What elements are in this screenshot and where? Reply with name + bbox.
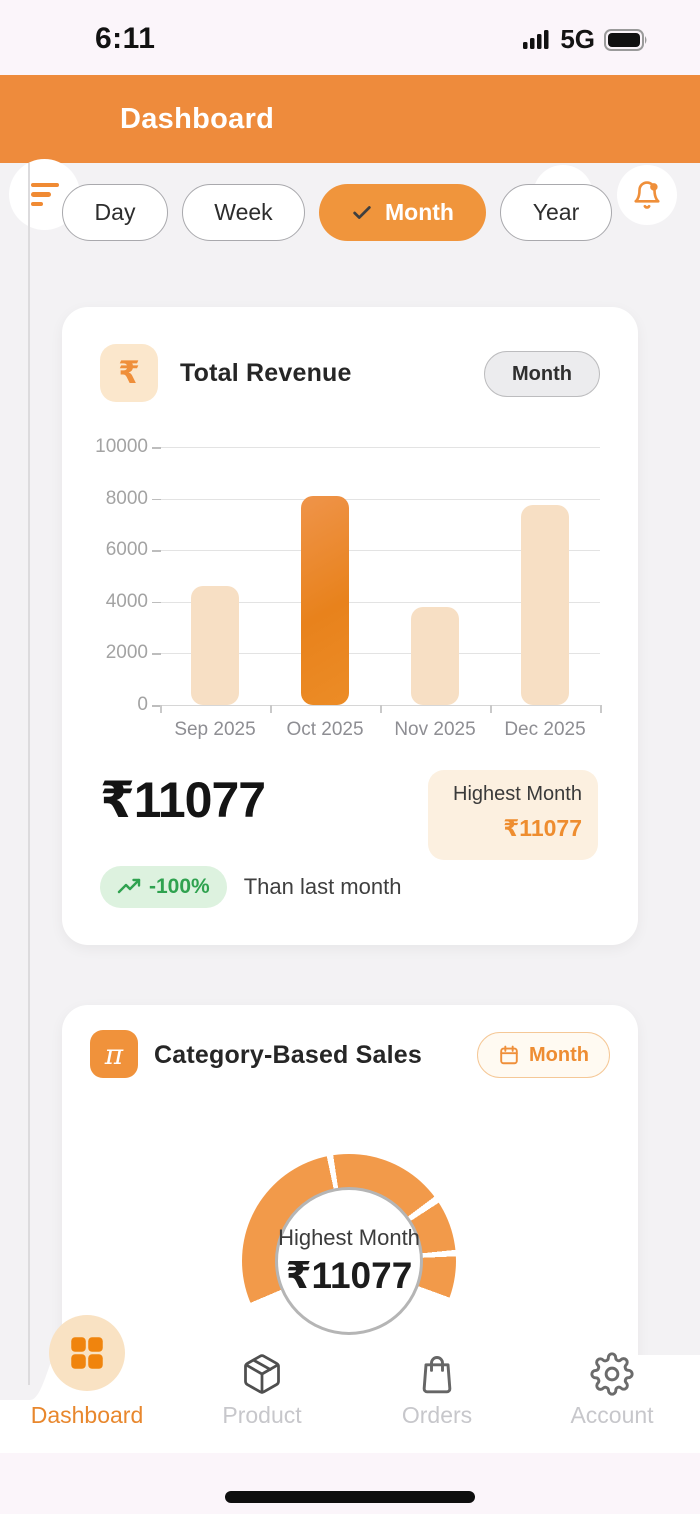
x-tick-mark: [380, 705, 382, 713]
x-tick-label: Nov 2025: [394, 719, 476, 740]
dashboard-grid-icon: [71, 1337, 103, 1369]
signal-strength-icon: [523, 29, 549, 49]
drawer-edge-line: [28, 163, 30, 1385]
donut-center-label: Highest Month: [278, 1225, 420, 1250]
pi-icon: π: [90, 1030, 138, 1078]
x-tick-label: Dec 2025: [504, 719, 586, 740]
highest-month-value: ₹11077: [503, 815, 582, 841]
y-tick-mark: [152, 550, 161, 552]
filter-month-label: Month: [385, 199, 454, 225]
active-tab-circle: [49, 1315, 125, 1391]
x-tick-label: Oct 2025: [286, 719, 364, 740]
bar-Nov 2025[interactable]: [411, 606, 459, 705]
pi-glyph: π: [104, 1037, 124, 1071]
filter-week[interactable]: Week: [182, 184, 305, 241]
period-filter-group: Day Week Month Year: [62, 184, 612, 241]
donut-center: Highest Month ₹11077: [275, 1187, 423, 1335]
nav-item-account[interactable]: Account: [552, 1310, 672, 1445]
highest-month-label: Highest Month: [453, 783, 582, 805]
status-time: 6:11: [95, 22, 156, 55]
battery-icon: [604, 28, 647, 51]
x-tick-mark: [600, 705, 602, 713]
rupee-icon: ₹: [100, 344, 158, 402]
x-tick-mark: [490, 705, 492, 713]
calendar-icon: [500, 1045, 518, 1065]
bottom-nav: Dashboard Product Orders: [0, 1310, 700, 1453]
bar-Dec 2025[interactable]: [521, 505, 569, 705]
category-period-button[interactable]: Month: [477, 1032, 610, 1078]
nav-label-dashboard: Dashboard: [30, 1402, 144, 1428]
y-tick-mark: [152, 653, 161, 655]
highest-month-box: Highest Month ₹11077: [428, 770, 598, 860]
gridline-6000: [160, 550, 600, 552]
notifications-button[interactable]: [617, 165, 677, 225]
y-tick-mark: [152, 447, 161, 449]
change-row: -100% Than last month: [100, 866, 401, 908]
change-caption: Than last month: [243, 874, 402, 899]
y-tick-label: 0: [137, 694, 148, 715]
category-card-title: Category-Based Sales: [154, 1041, 423, 1069]
nav-item-dashboard[interactable]: Dashboard: [27, 1310, 147, 1445]
status-bar: 6:11 5G: [0, 0, 700, 75]
footer-area: [0, 1453, 700, 1514]
gridline-10000: [160, 447, 600, 448]
change-badge: -100%: [100, 866, 227, 908]
filter-month-selected[interactable]: Month: [319, 184, 486, 241]
filter-year-label: Year: [532, 199, 580, 225]
revenue-card-title: Total Revenue: [180, 359, 352, 387]
settings-gear-icon: [590, 1352, 634, 1396]
revenue-bar-chart: 0 2000 4000 6000 8000 10000 Sep 2025 Oct 2025 No…: [62, 436, 638, 747]
check-icon: [353, 205, 371, 219]
filter-year[interactable]: Year: [500, 184, 612, 241]
x-tick-mark: [160, 705, 162, 713]
bell-icon: [634, 181, 660, 209]
filter-day[interactable]: Day: [62, 184, 168, 241]
home-indicator[interactable]: [225, 1491, 475, 1503]
nav-item-orders[interactable]: Orders: [377, 1310, 497, 1445]
donut-center-value: ₹11077: [285, 1255, 413, 1296]
status-indicators: 5G: [523, 24, 648, 55]
nav-label-product: Product: [222, 1402, 302, 1428]
nav-item-product[interactable]: Product: [202, 1310, 322, 1445]
gridline-4000: [160, 601, 600, 603]
shopping-bag-icon: [422, 1356, 452, 1394]
x-tick-label: Sep 2025: [174, 719, 256, 740]
nav-label-account: Account: [570, 1402, 654, 1428]
y-tick-label: 4000: [105, 590, 148, 612]
y-tick-mark: [152, 498, 161, 501]
app-header: Dashboard: [0, 75, 700, 230]
rupee-glyph: ₹: [118, 355, 140, 390]
gridline-8000: [160, 498, 600, 500]
category-donut-chart[interactable]: Highest Month ₹11077: [242, 1154, 456, 1368]
x-tick-mark: [270, 705, 272, 713]
revenue-period-button[interactable]: Month: [484, 351, 600, 397]
filter-week-label: Week: [214, 199, 273, 225]
package-icon: [244, 1354, 280, 1394]
page-title: Dashboard: [120, 102, 275, 135]
trending-up-icon: [117, 878, 141, 894]
network-label: 5G: [560, 24, 595, 54]
bar-Sep 2025[interactable]: [191, 586, 239, 705]
gridline-2000: [160, 653, 600, 655]
y-tick-mark: [152, 705, 161, 707]
total-revenue-card: ₹ Total Revenue Month 0 2000 4000 6000 8000 1…: [62, 307, 638, 945]
nav-label-orders: Orders: [401, 1402, 473, 1428]
filter-day-label: Day: [94, 199, 136, 225]
y-tick-label: 6000: [105, 539, 148, 561]
category-period-label: Month: [529, 1043, 589, 1066]
revenue-period-label: Month: [512, 362, 572, 385]
y-tick-mark: [152, 601, 161, 604]
y-tick-label: 10000: [95, 436, 148, 457]
filter-menu-icon: [30, 182, 59, 207]
change-percent: -100%: [149, 875, 210, 898]
y-tick-label: 2000: [105, 642, 148, 664]
revenue-total: ₹11077: [100, 772, 266, 828]
bar-Oct 2025[interactable]: [301, 496, 349, 705]
y-tick-label: 8000: [105, 487, 148, 509]
